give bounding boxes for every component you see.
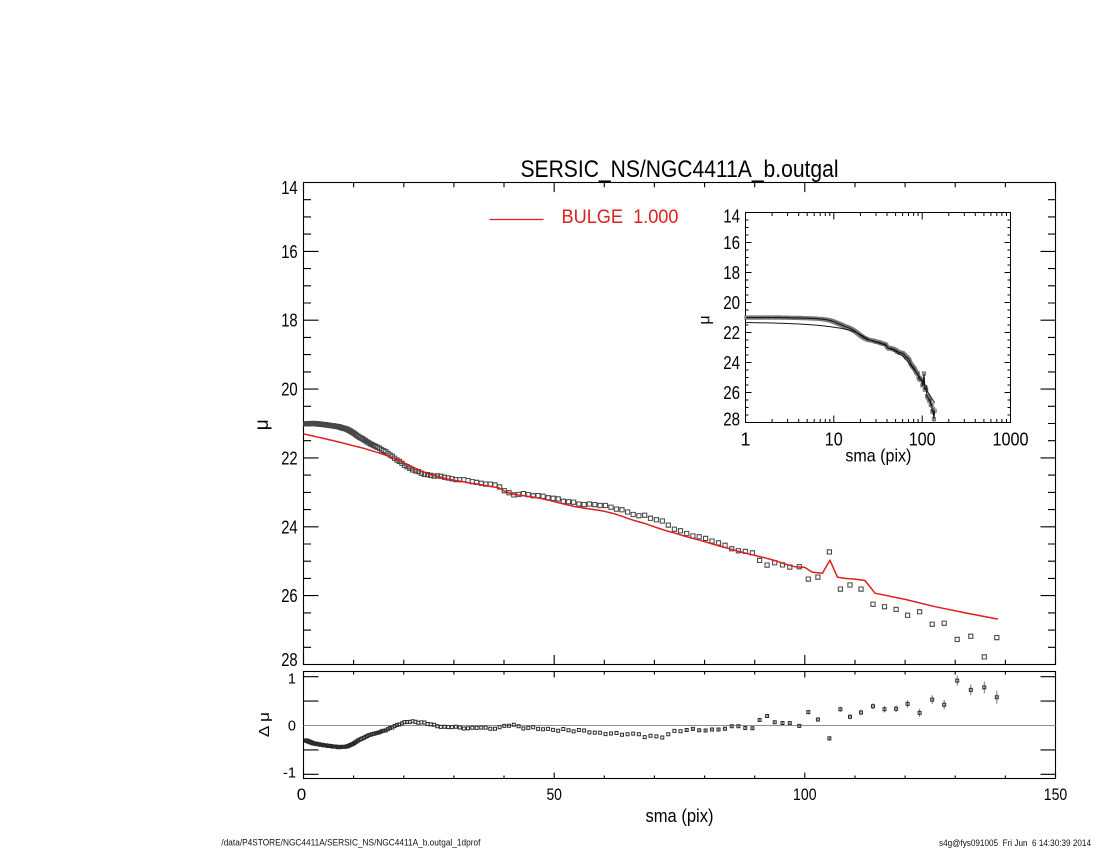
svg-text:14: 14 xyxy=(723,206,740,226)
svg-text:24: 24 xyxy=(281,517,298,537)
svg-text:1: 1 xyxy=(288,672,296,688)
svg-text:18: 18 xyxy=(723,263,740,283)
svg-text:μ: μ xyxy=(697,315,714,324)
svg-text:μ: μ xyxy=(252,419,273,430)
svg-text:150: 150 xyxy=(1044,785,1068,804)
svg-text:Δ μ: Δ μ xyxy=(257,712,273,737)
svg-text:18: 18 xyxy=(281,311,298,331)
svg-text:24: 24 xyxy=(723,353,740,373)
svg-text:SERSIC_NS/NGC4411A_b.outgal: SERSIC_NS/NGC4411A_b.outgal xyxy=(521,156,839,183)
svg-text:sma (pix): sma (pix) xyxy=(646,805,714,826)
svg-text:22: 22 xyxy=(723,323,740,343)
svg-text:1: 1 xyxy=(740,429,750,449)
svg-text:s4g@fys091005 Fri Jun 6 14:3: s4g@fys091005 Fri Jun 6 14:30:39 2014 xyxy=(939,838,1091,848)
svg-text:10: 10 xyxy=(825,429,843,449)
svg-text:16: 16 xyxy=(723,233,740,253)
svg-text:0: 0 xyxy=(288,719,296,735)
svg-text:1000: 1000 xyxy=(993,429,1029,449)
svg-text:BULGE 1.000: BULGE 1.000 xyxy=(562,207,679,228)
svg-text:26: 26 xyxy=(281,586,298,606)
svg-text:/data/P4STORE/NGC4411A/SERSIC_: /data/P4STORE/NGC4411A/SERSIC_NS/NGC4411… xyxy=(221,838,480,849)
svg-text:100: 100 xyxy=(793,785,817,804)
svg-text:22: 22 xyxy=(281,448,298,468)
svg-text:50: 50 xyxy=(546,785,562,804)
svg-text:0: 0 xyxy=(297,785,306,804)
svg-text:20: 20 xyxy=(723,293,740,313)
svg-text:14: 14 xyxy=(281,178,298,198)
svg-text:28: 28 xyxy=(281,650,298,670)
svg-text:28: 28 xyxy=(723,409,740,429)
svg-text:16: 16 xyxy=(281,242,298,262)
svg-text:sma (pix): sma (pix) xyxy=(845,446,911,466)
svg-text:20: 20 xyxy=(281,380,298,400)
svg-text:-1: -1 xyxy=(283,766,296,782)
svg-text:26: 26 xyxy=(723,383,740,403)
svg-text:100: 100 xyxy=(909,429,936,449)
